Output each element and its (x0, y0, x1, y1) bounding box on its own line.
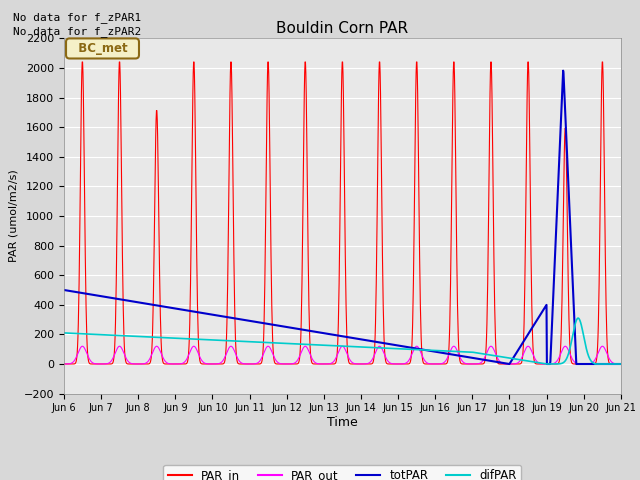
totPAR (184, 308, 191, 313)
difPAR (246, 339, 254, 345)
PAR_out (502, 361, 509, 367)
PAR_out (60, 361, 68, 367)
difPAR (429, 348, 436, 353)
PAR_in (617, 361, 625, 367)
totPAR (429, 348, 436, 354)
X-axis label: Time: Time (327, 416, 358, 429)
Title: Bouldin Corn PAR: Bouldin Corn PAR (276, 21, 408, 36)
difPAR (170, 335, 178, 341)
Y-axis label: PAR (umol/m2/s): PAR (umol/m2/s) (8, 169, 18, 263)
totPAR (559, 68, 567, 73)
Line: PAR_in: PAR_in (64, 62, 621, 364)
PAR_in (184, 355, 192, 360)
totPAR (506, 361, 513, 367)
Legend: PAR_in, PAR_out, totPAR, difPAR: PAR_in, PAR_out, totPAR, difPAR (163, 465, 522, 480)
PAR_in (171, 361, 179, 367)
PAR_in (60, 361, 68, 367)
difPAR (574, 315, 582, 321)
totPAR (617, 361, 625, 367)
Line: PAR_out: PAR_out (64, 346, 621, 364)
difPAR (184, 336, 191, 342)
totPAR (551, 253, 559, 259)
PAR_in (502, 361, 509, 367)
totPAR (502, 360, 509, 366)
PAR_out (184, 353, 192, 359)
difPAR (551, 361, 559, 367)
PAR_out (551, 360, 559, 366)
PAR_in (429, 361, 437, 367)
totPAR (246, 318, 254, 324)
Text: No data for f_zPAR1: No data for f_zPAR1 (13, 12, 141, 23)
difPAR (617, 361, 625, 367)
difPAR (543, 361, 551, 367)
PAR_in (543, 361, 551, 367)
PAR_in (78, 59, 86, 65)
PAR_out (171, 361, 179, 367)
difPAR (502, 355, 509, 360)
totPAR (60, 287, 68, 293)
PAR_out (78, 343, 86, 349)
PAR_out (617, 361, 625, 367)
difPAR (60, 330, 68, 336)
PAR_out (429, 361, 437, 367)
Line: totPAR: totPAR (64, 71, 621, 364)
PAR_out (246, 361, 254, 367)
totPAR (170, 305, 178, 311)
PAR_in (246, 361, 254, 367)
Line: difPAR: difPAR (64, 318, 621, 364)
PAR_in (552, 361, 559, 367)
Text: BC_met: BC_met (70, 42, 136, 55)
Text: No data for f_zPAR2: No data for f_zPAR2 (13, 26, 141, 37)
